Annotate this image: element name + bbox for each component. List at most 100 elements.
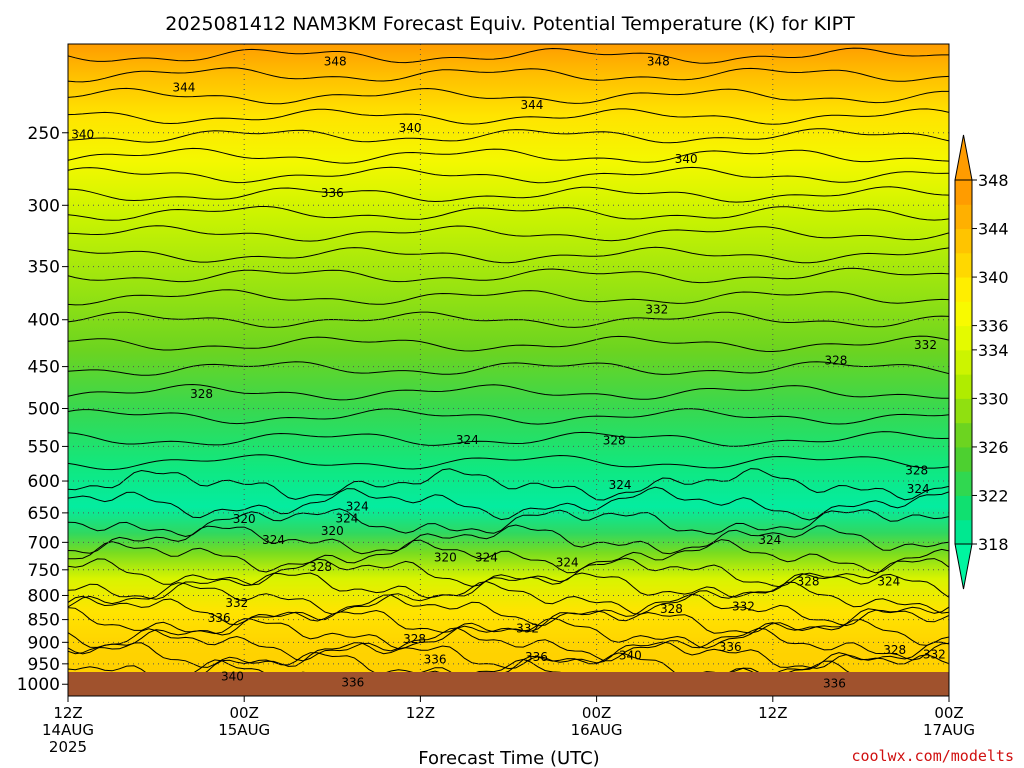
colorbar: 318 322 326 330 334 336 340 344 348 (954, 134, 1009, 590)
y-tick-label: 300 (28, 196, 60, 216)
contour-label: 336 (424, 653, 447, 667)
contour-line (68, 147, 949, 164)
colorbar-segment (955, 422, 972, 448)
colorbar-label: 326 (978, 438, 1009, 457)
x-tick-label: 16AUG (571, 721, 623, 739)
contour-line (68, 454, 949, 471)
terrain-below-ground (68, 672, 949, 696)
credit-text[interactable]: coolwx.com/modelts (851, 747, 1014, 765)
colorbar-label: 340 (978, 268, 1009, 287)
y-tick-label: 600 (28, 472, 60, 492)
contour-label: 336 (719, 640, 742, 654)
colorbar-segment (955, 228, 972, 254)
y-tick-label: 800 (28, 586, 60, 606)
contour-label: 324 (877, 574, 900, 588)
contour-line (68, 580, 949, 615)
y-tick-label: 950 (28, 655, 60, 675)
contour-label: 340 (619, 648, 642, 662)
contour-line (68, 557, 949, 588)
colorbar-extend-bottom (954, 543, 973, 590)
contour-label: 320 (233, 512, 256, 526)
colorbar-label: 322 (978, 486, 1009, 505)
contour-line (68, 67, 949, 83)
contour-line (68, 361, 949, 376)
contour-label: 348 (324, 55, 347, 69)
colorbar-segment (955, 519, 972, 545)
contour-line (68, 246, 949, 264)
contour-line (68, 108, 949, 125)
colorbar-segment (955, 446, 972, 472)
contour-line (68, 335, 949, 353)
colorbar-segment (955, 374, 972, 399)
contour-label: 332 (516, 621, 539, 635)
contour-label: 336 (321, 186, 344, 200)
contour-label: 324 (336, 511, 359, 525)
contour-label: 328 (603, 434, 626, 448)
contour-label: 328 (309, 560, 332, 574)
contour-label: 324 (346, 500, 369, 514)
contour-label: 340 (221, 670, 244, 684)
contour-line (68, 267, 949, 284)
x-axis-label: Forecast Time (UTC) (418, 748, 599, 768)
colorbar-label: 348 (978, 171, 1009, 190)
plot-fill (68, 44, 949, 696)
colorbar-segment (955, 325, 972, 351)
contour-line (68, 658, 949, 694)
colorbar-segment (955, 277, 972, 302)
colorbar-segment (955, 398, 972, 424)
contour-label: 328 (905, 463, 928, 477)
colorbar-label: 318 (978, 535, 1009, 554)
contour-label: 336 (525, 650, 548, 664)
colorbar-segment (955, 495, 972, 521)
contour-line (68, 572, 949, 600)
colorbar-label: 344 (978, 220, 1009, 239)
contour-label: 324 (907, 482, 930, 496)
colorbar-frame (954, 179, 973, 545)
contour-line (68, 47, 949, 64)
contour-label: 320 (321, 524, 344, 538)
contour-line (68, 186, 949, 203)
contour-line (68, 289, 949, 306)
contour-label: 324 (556, 555, 579, 569)
contour-label: 336 (208, 611, 231, 625)
contour-label: 344 (521, 98, 544, 112)
x-tick-label: 17AUG (923, 721, 975, 739)
contour-label: 320 (434, 550, 457, 564)
x-tick-label: 15AUG (218, 721, 270, 739)
grid-lines (68, 44, 949, 672)
contour-label: 324 (758, 533, 781, 547)
y-tick-label: 900 (28, 633, 60, 653)
contour-label: 332 (645, 303, 668, 317)
contour-label: 348 (647, 55, 670, 69)
contour-line (68, 166, 949, 184)
y-tick-label: 700 (28, 533, 60, 553)
y-tick-label: 850 (28, 611, 60, 631)
colorbar-segment (955, 471, 972, 496)
x-tick-label: 00Z (230, 704, 259, 722)
contour-line (68, 617, 949, 650)
contour-line (68, 593, 949, 627)
contour-label: 324 (475, 550, 498, 564)
contour-label: 324 (609, 478, 632, 492)
contour-line (68, 225, 949, 242)
contour-line (68, 524, 949, 555)
colorbar-label: 334 (978, 341, 1009, 360)
contour-label: 344 (173, 80, 196, 94)
contour-label: 332 (914, 338, 937, 352)
colorbar-segment (955, 204, 972, 230)
contour-line (68, 408, 949, 425)
contour-label: 328 (824, 353, 847, 367)
contour-label: 340 (71, 127, 94, 141)
contour-line (68, 128, 949, 144)
contour-label: 332 (732, 599, 755, 613)
contour-line (68, 383, 949, 401)
contour-label: 328 (190, 387, 213, 401)
colorbar-label: 336 (978, 317, 1009, 336)
colorbar-segment (955, 180, 972, 205)
colorbar-label: 330 (978, 389, 1009, 408)
contour-label: 328 (883, 643, 906, 657)
